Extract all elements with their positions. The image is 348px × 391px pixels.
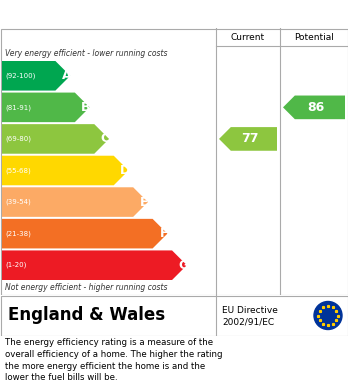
Text: (55-68): (55-68) [5, 167, 31, 174]
Text: The energy efficiency rating is a measure of the
overall efficiency of a home. T: The energy efficiency rating is a measur… [5, 338, 222, 382]
Text: (1-20): (1-20) [5, 262, 26, 269]
Text: E: E [140, 196, 149, 208]
Polygon shape [2, 219, 167, 248]
Text: Potential: Potential [294, 32, 334, 41]
Text: EU Directive: EU Directive [222, 306, 278, 315]
Polygon shape [219, 127, 277, 151]
Polygon shape [2, 156, 128, 185]
Polygon shape [2, 187, 148, 217]
Polygon shape [2, 124, 109, 154]
Text: (69-80): (69-80) [5, 136, 31, 142]
Text: A: A [62, 69, 71, 82]
Text: (21-38): (21-38) [5, 230, 31, 237]
Text: (39-54): (39-54) [5, 199, 31, 205]
Text: C: C [101, 133, 110, 145]
Text: Very energy efficient - lower running costs: Very energy efficient - lower running co… [5, 48, 167, 57]
Polygon shape [2, 93, 90, 122]
Text: 77: 77 [242, 133, 259, 145]
Polygon shape [2, 250, 187, 280]
Polygon shape [2, 61, 70, 91]
Text: 2002/91/EC: 2002/91/EC [222, 317, 274, 326]
Text: F: F [159, 227, 168, 240]
Polygon shape [283, 95, 345, 119]
Text: Current: Current [231, 32, 265, 41]
Text: Not energy efficient - higher running costs: Not energy efficient - higher running co… [5, 283, 167, 292]
Text: (92-100): (92-100) [5, 73, 35, 79]
Text: G: G [178, 259, 188, 272]
Text: 86: 86 [308, 101, 325, 114]
Text: D: D [120, 164, 130, 177]
Circle shape [314, 301, 342, 330]
Text: England & Wales: England & Wales [8, 307, 165, 325]
Text: Energy Efficiency Rating: Energy Efficiency Rating [7, 7, 190, 20]
Text: B: B [81, 101, 91, 114]
Text: (81-91): (81-91) [5, 104, 31, 111]
